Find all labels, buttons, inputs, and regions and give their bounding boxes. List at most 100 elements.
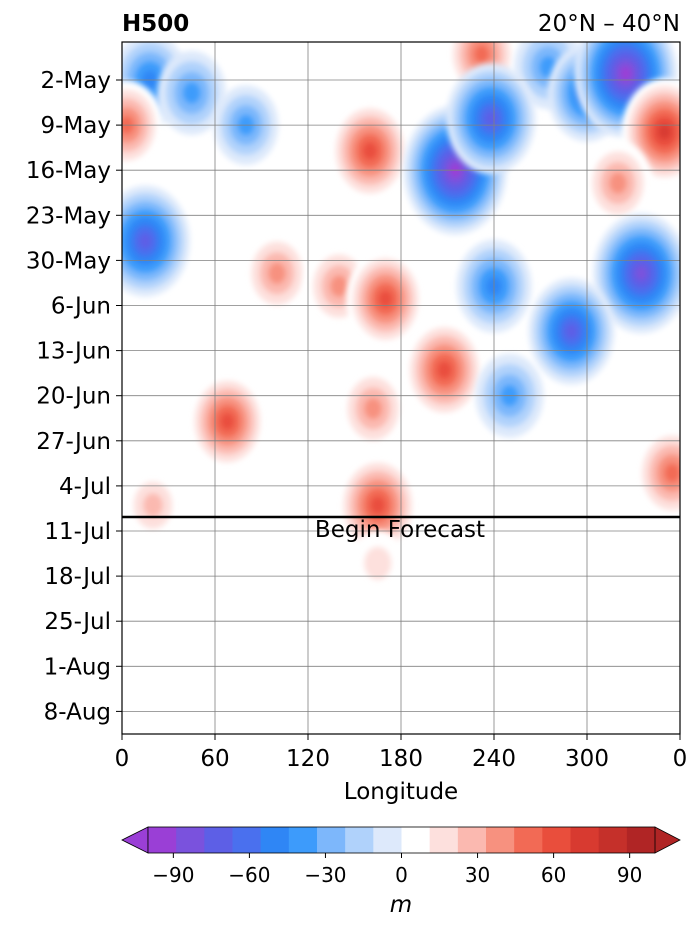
anomaly-blob	[423, 694, 472, 734]
colorbar-swatch	[429, 827, 459, 853]
colorbar-swatch	[345, 827, 374, 853]
anomaly-blob	[350, 530, 405, 597]
anomaly-blob	[403, 318, 486, 421]
anomaly-contour	[143, 493, 163, 517]
y-tick-label: 4-Jul	[59, 474, 111, 500]
anomaly-blob	[124, 469, 182, 541]
anomaly-contour	[658, 123, 671, 140]
chart-title-right: 20°N – 40°N	[538, 11, 680, 37]
anomaly-blob	[346, 250, 425, 348]
anomaly-contour	[484, 110, 498, 127]
y-tick-label: 2-May	[41, 68, 111, 94]
colorbar-extend-min	[121, 826, 149, 854]
colorbar-tick-label: −90	[152, 863, 194, 887]
anomaly-contour	[635, 265, 648, 281]
anomaly-contour	[364, 546, 392, 580]
colorbar-tick-label: 90	[617, 863, 642, 887]
colorbar-swatch	[542, 827, 571, 853]
colorbar-swatch	[598, 827, 628, 853]
y-tick-label: 25-Jul	[44, 609, 111, 635]
colorbar-tick-label: 0	[395, 863, 408, 887]
colorbar-tick-label: −60	[228, 863, 270, 887]
anomaly-blob	[593, 213, 680, 334]
y-tick-label: 16-May	[26, 158, 111, 184]
anomaly-contour	[565, 323, 578, 339]
colorbar-tick-label: −30	[304, 863, 346, 887]
grid	[122, 42, 680, 734]
x-tick-label: 0	[115, 746, 130, 772]
chart-title-left: H500	[122, 11, 189, 37]
y-tick-label: 20-Jun	[36, 384, 111, 410]
y-tick-label: 18-Jul	[44, 564, 111, 590]
anomaly-contour	[620, 66, 632, 81]
anomaly-contour	[632, 559, 680, 619]
colorbar-swatch	[288, 827, 318, 853]
colorbar-swatch	[514, 827, 543, 853]
anomaly-contour	[330, 275, 348, 297]
anomaly-blob	[584, 141, 652, 226]
y-tick-label: 1-Aug	[44, 654, 111, 680]
anomaly-blob	[243, 231, 311, 316]
colorbar-swatch	[317, 827, 346, 853]
x-axis-label: Longitude	[344, 779, 458, 805]
anomaly-contour	[138, 233, 152, 249]
anomaly-blob	[157, 50, 226, 135]
anomaly-blob	[329, 99, 411, 202]
x-axis-ticks: 0 60 120 180 240 300 0	[115, 734, 688, 772]
plot-area	[122, 42, 680, 734]
colorbar-label: m	[390, 892, 412, 918]
anomaly-contour	[664, 463, 680, 483]
colorbar-extend-max	[654, 826, 681, 854]
anomaly-contour	[423, 694, 472, 734]
y-tick-label: 27-Jun	[36, 429, 111, 455]
anomaly-blob	[634, 426, 680, 520]
colorbar-swatch	[457, 827, 487, 853]
anomaly-contour	[220, 413, 234, 430]
x-tick-label: 180	[379, 746, 423, 772]
colorbar-swatch	[260, 827, 290, 853]
x-tick-label: 300	[565, 746, 609, 772]
anomaly-contour	[474, 45, 489, 64]
anomaly-contour	[363, 142, 377, 160]
y-tick-label: 6-Jun	[51, 294, 111, 320]
anomaly-blob	[632, 559, 680, 619]
anomaly-blob	[339, 366, 408, 451]
colorbar-tick-label: 60	[541, 863, 566, 887]
anomaly-contour	[437, 361, 452, 379]
y-axis-ticks: 2-May 9-May 16-May 23-May 30-May 6-Jun 13-Jun 2…	[26, 68, 122, 725]
anomaly-blob	[446, 63, 536, 175]
anomaly-blob	[528, 278, 615, 385]
y-tick-label: 23-May	[26, 203, 111, 229]
anomaly-contour	[364, 398, 382, 420]
y-tick-label: 9-May	[41, 113, 111, 139]
colorbar-swatch	[373, 827, 402, 853]
y-tick-label: 8-Aug	[44, 699, 111, 725]
colorbar-swatch	[401, 827, 431, 853]
colorbar-tick-label: 30	[465, 863, 490, 887]
anomaly-contour	[175, 514, 224, 574]
colorbar-swatch	[570, 827, 600, 853]
colorbar-swatch	[204, 827, 233, 853]
x-tick-label: 0	[673, 746, 688, 772]
y-tick-label: 11-Jul	[44, 519, 111, 545]
anomaly-blob	[122, 185, 190, 297]
x-tick-label: 60	[200, 746, 229, 772]
anomaly-blob	[188, 372, 267, 471]
colorbar: −90 −60 −30 0 30 60 90	[121, 826, 681, 887]
anomaly-contour	[609, 172, 627, 194]
x-tick-label: 120	[286, 746, 330, 772]
forecast-label: Begin Forecast	[315, 517, 485, 543]
anomaly-contour	[183, 82, 201, 104]
anomaly-contour	[378, 290, 393, 308]
colorbar-swatch	[626, 827, 656, 853]
colorbar-swatch	[176, 827, 205, 853]
anomaly-blob	[175, 514, 224, 574]
anomaly-contour	[370, 496, 385, 514]
y-tick-label: 13-Jun	[36, 339, 111, 365]
y-tick-label: 30-May	[26, 248, 111, 274]
colorbar-swatch	[486, 827, 515, 853]
colorbar-swatch	[232, 827, 262, 853]
x-tick-label: 240	[472, 746, 516, 772]
colorbar-swatch	[148, 827, 177, 853]
